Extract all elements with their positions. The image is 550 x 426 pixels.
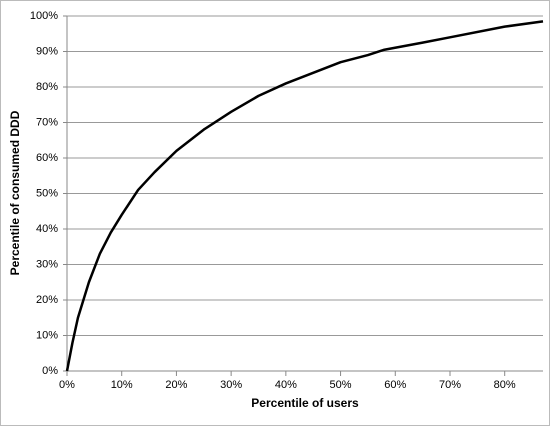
x-axis-title: Percentile of users [251, 396, 359, 410]
x-tick-label: 60% [384, 379, 406, 391]
x-tick-label: 70% [439, 379, 461, 391]
x-tick-label: 50% [330, 379, 352, 391]
x-tick-label: 40% [275, 379, 297, 391]
y-tick-label: 90% [36, 45, 58, 57]
y-tick-label: 50% [36, 187, 58, 199]
x-tick-label: 10% [111, 379, 133, 391]
x-tick-label: 80% [494, 379, 516, 391]
y-tick-label: 30% [36, 258, 58, 270]
y-tick-label: 70% [36, 116, 58, 128]
y-tick-label: 80% [36, 81, 58, 93]
y-axis-title: Percentile of consumed DDD [8, 110, 22, 275]
y-tick-label: 20% [36, 294, 58, 306]
y-tick-label: 40% [36, 223, 58, 235]
y-tick-label: 10% [36, 329, 58, 341]
x-tick-label: 30% [220, 379, 242, 391]
x-tick-label: 0% [59, 379, 75, 391]
y-tick-label: 100% [30, 10, 58, 22]
data-line [65, 20, 544, 372]
y-tick-label: 60% [36, 152, 58, 164]
x-tick-label: 20% [165, 379, 187, 391]
y-tick-label: 0% [42, 365, 58, 377]
